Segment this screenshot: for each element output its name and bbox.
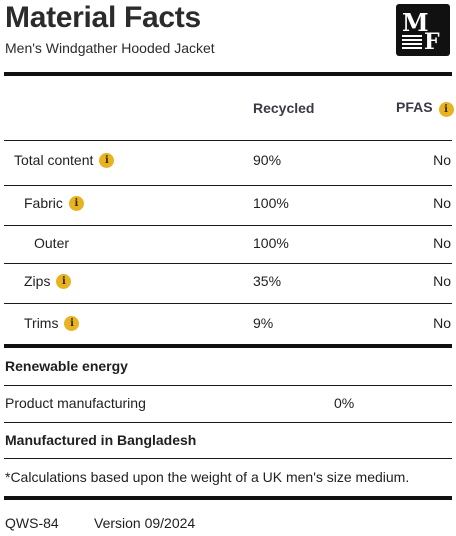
row-divider (4, 225, 452, 226)
row-label: Zips (24, 273, 51, 289)
row-divider (4, 303, 452, 304)
row-divider (4, 140, 452, 141)
row-divider (4, 385, 452, 386)
column-header-pfas-label: PFAS (396, 99, 433, 115)
product-manufacturing-value: 0% (334, 395, 355, 411)
row-divider (4, 263, 452, 264)
info-icon[interactable]: i (64, 315, 80, 331)
row-label: Trims (24, 315, 59, 331)
row-pfas-value: No (433, 273, 451, 289)
version-label: Version 09/2024 (94, 515, 196, 531)
info-icon[interactable]: i (56, 273, 72, 289)
header-divider (4, 72, 452, 76)
mf-logo-icon: M F (396, 4, 450, 56)
row-divider (4, 185, 452, 186)
section-divider (4, 344, 452, 348)
row-pfas-value: No (433, 195, 451, 211)
column-header-recycled: Recycled (253, 100, 315, 116)
row-label: Total content (14, 152, 94, 168)
row-divider (4, 458, 452, 459)
column-header-pfas: PFAS i (396, 99, 454, 117)
svg-text:F: F (424, 29, 440, 55)
row-recycled-value: 35% (253, 273, 282, 289)
row-pfas-value: No (433, 152, 451, 168)
page-title: Material Facts (5, 1, 201, 34)
row-pfas-value: No (433, 235, 451, 251)
svg-text:M: M (402, 8, 429, 37)
row-divider (4, 422, 452, 423)
row-label: Fabric (24, 195, 63, 211)
origin-heading: Manufactured in Bangladesh (5, 432, 197, 448)
row-recycled-value: 100% (253, 195, 289, 211)
renewable-energy-heading: Renewable energy (5, 358, 128, 374)
product-name: Men's Windgather Hooded Jacket (5, 40, 215, 56)
info-icon[interactable]: i (68, 195, 84, 211)
row-pfas-value: No (433, 315, 451, 331)
row-recycled-value: 100% (253, 235, 289, 251)
info-icon[interactable]: i (99, 152, 115, 168)
row-recycled-value: 90% (253, 152, 282, 168)
footer-divider (4, 496, 452, 500)
info-icon[interactable]: i (438, 102, 454, 117)
product-manufacturing-label: Product manufacturing (5, 395, 146, 411)
row-label: Outer (34, 235, 70, 251)
row-recycled-value: 9% (253, 315, 274, 331)
calculation-note: *Calculations based upon the weight of a… (5, 469, 410, 485)
product-code: QWS-84 (5, 515, 59, 531)
